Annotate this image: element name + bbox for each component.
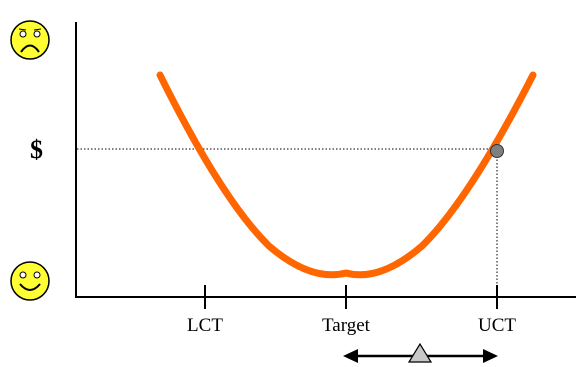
frowning-face-icon <box>10 20 50 60</box>
triangle-marker-icon <box>407 342 433 363</box>
y-axis-dollar-label: $ <box>30 135 43 164</box>
tick-label-uct: UCT <box>478 315 516 336</box>
tick-label-lct: LCT <box>187 315 223 336</box>
smiling-face-icon <box>10 261 50 301</box>
uct-cost-point <box>490 144 504 158</box>
tick-label-target: Target <box>322 315 371 336</box>
loss-curve <box>156 71 537 279</box>
